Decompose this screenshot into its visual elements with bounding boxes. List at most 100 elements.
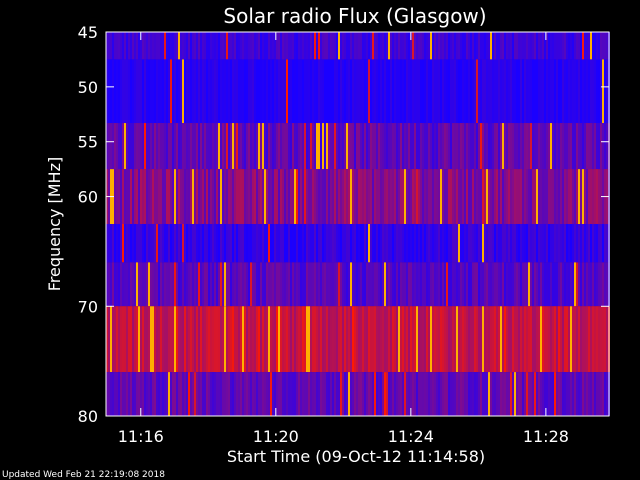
heatmap-cell: [524, 123, 526, 170]
heatmap-cell: [526, 59, 528, 124]
heatmap-cell: [116, 59, 118, 124]
heatmap-cell: [264, 224, 266, 263]
heatmap-cell: [164, 372, 166, 416]
heatmap-cell: [180, 169, 182, 224]
heatmap-cell: [378, 306, 380, 373]
heatmap-cell: [508, 32, 510, 60]
heatmap-cell: [152, 59, 154, 124]
heatmap-cell: [368, 123, 370, 170]
heatmap-cell: [474, 59, 476, 124]
heatmap-cell: [310, 123, 312, 170]
heatmap-cell: [600, 224, 602, 263]
heatmap-cell: [214, 224, 216, 263]
heatmap-cell: [452, 262, 454, 307]
heatmap-cell: [342, 123, 344, 170]
heatmap-cell: [292, 59, 294, 124]
heatmap-cell: [426, 32, 428, 60]
heatmap-cell: [158, 123, 160, 170]
heatmap-cell: [164, 224, 166, 263]
heatmap-cell: [334, 59, 336, 124]
heatmap-cell: [230, 59, 232, 124]
heatmap-cell: [328, 306, 330, 373]
heatmap-cell: [502, 262, 504, 307]
heatmap-cell: [130, 169, 132, 224]
heatmap-cell: [450, 59, 452, 124]
heatmap-cell: [262, 123, 264, 170]
heatmap-cell: [348, 59, 350, 124]
heatmap-cell: [226, 224, 228, 263]
heatmap-cell: [430, 123, 432, 170]
heatmap-cell: [106, 372, 108, 416]
heatmap-cell: [314, 59, 316, 124]
heatmap-cell: [250, 306, 252, 373]
heatmap-cell: [142, 59, 144, 124]
heatmap-cell: [460, 169, 462, 224]
heatmap-cell: [190, 169, 192, 224]
heatmap-cell: [158, 169, 160, 224]
heatmap-cell: [430, 306, 432, 373]
heatmap-cell: [140, 123, 142, 170]
heatmap-cell: [224, 169, 226, 224]
heatmap-cell: [294, 32, 296, 60]
heatmap-cell: [204, 262, 206, 307]
heatmap-cell: [518, 32, 520, 60]
heatmap-cell: [434, 224, 436, 263]
heatmap-cell: [534, 372, 536, 416]
heatmap-cell: [492, 169, 494, 224]
heatmap-cell: [128, 224, 130, 263]
heatmap-cell: [408, 262, 410, 307]
heatmap-cell: [434, 123, 436, 170]
heatmap-cell: [562, 372, 564, 416]
heatmap-cell: [180, 123, 182, 170]
heatmap-cell: [246, 169, 248, 224]
heatmap-cell: [586, 372, 588, 416]
heatmap-cell: [190, 32, 192, 60]
heatmap-cell: [490, 224, 492, 263]
heatmap-cell: [218, 262, 220, 307]
heatmap-cell: [480, 32, 482, 60]
heatmap-cell: [192, 224, 194, 263]
heatmap-cell: [224, 372, 226, 416]
heatmap-cell: [320, 224, 322, 263]
heatmap-cell: [432, 262, 434, 307]
heatmap-cell: [448, 59, 450, 124]
heatmap-cell: [198, 123, 200, 170]
heatmap-cell: [316, 372, 318, 416]
heatmap-cell: [278, 306, 280, 373]
heatmap-cell: [360, 123, 362, 170]
heatmap-cell: [330, 169, 332, 224]
heatmap-cell: [264, 32, 266, 60]
heatmap-cell: [528, 123, 530, 170]
heatmap-cell: [188, 262, 190, 307]
heatmap-cell: [526, 224, 528, 263]
heatmap-cell: [504, 224, 506, 263]
heatmap-cell: [446, 32, 448, 60]
heatmap-cell: [504, 306, 506, 373]
heatmap-cell: [346, 32, 348, 60]
heatmap-cell: [338, 306, 340, 373]
heatmap-cell: [388, 306, 390, 373]
heatmap-cell: [128, 59, 130, 124]
heatmap-cell: [584, 59, 586, 124]
heatmap-cell: [332, 372, 334, 416]
heatmap-cell: [334, 372, 336, 416]
heatmap-cell: [314, 372, 316, 416]
heatmap-cell: [482, 59, 484, 124]
heatmap-cell: [588, 123, 590, 170]
heatmap-cell: [232, 32, 234, 60]
heatmap-cell: [270, 59, 272, 124]
heatmap-cell: [210, 372, 212, 416]
heatmap-cell: [200, 59, 202, 124]
heatmap-cell: [118, 372, 120, 416]
heatmap-cell: [208, 372, 210, 416]
heatmap-cell: [120, 123, 122, 170]
heatmap-cell: [162, 224, 164, 263]
heatmap-cell: [596, 224, 598, 263]
heatmap-cell: [210, 59, 212, 124]
heatmap-cell: [278, 123, 280, 170]
heatmap-cell: [134, 262, 136, 307]
heatmap-cell: [256, 224, 258, 263]
heatmap-cell: [342, 169, 344, 224]
heatmap-cell: [556, 59, 558, 124]
heatmap-cell: [490, 32, 492, 60]
